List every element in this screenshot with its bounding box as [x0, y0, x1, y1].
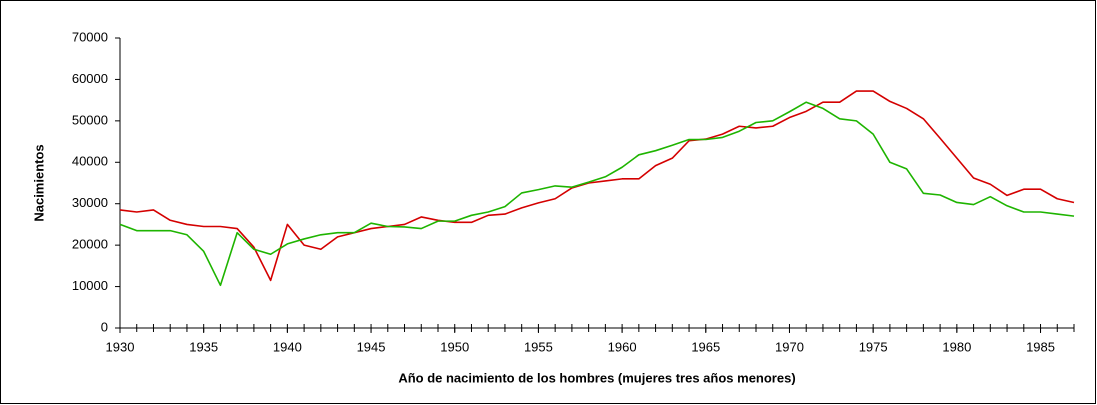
x-tick-label: 1955 [524, 339, 553, 354]
x-tick-label: 1940 [273, 339, 302, 354]
y-tick-label: 60000 [72, 71, 108, 86]
x-tick-label: 1935 [189, 339, 218, 354]
x-tick-label: 1945 [357, 339, 386, 354]
y-tick-label: 20000 [72, 237, 108, 252]
x-tick-label: 1950 [440, 339, 469, 354]
y-tick-label: 0 [101, 319, 108, 334]
y-axis-label: Nacimientos [31, 144, 46, 221]
y-tick-label: 70000 [72, 29, 108, 44]
y-tick-label: 30000 [72, 195, 108, 210]
x-tick-label: 1970 [775, 339, 804, 354]
x-tick-label: 1965 [691, 339, 720, 354]
series-line [119, 90, 1075, 282]
x-tick-label: 1980 [942, 339, 971, 354]
x-tick-label: 1960 [608, 339, 637, 354]
y-tick-label: 50000 [72, 112, 108, 127]
x-tick-label: 1985 [1026, 339, 1055, 354]
y-tick-label: 40000 [72, 154, 108, 169]
x-tick-label: 1930 [106, 339, 135, 354]
x-tick-label: 1975 [859, 339, 888, 354]
y-tick-label: 10000 [72, 278, 108, 293]
series-line [119, 101, 1075, 287]
x-axis-label: Año de nacimiento de los hombres (mujere… [398, 370, 795, 385]
